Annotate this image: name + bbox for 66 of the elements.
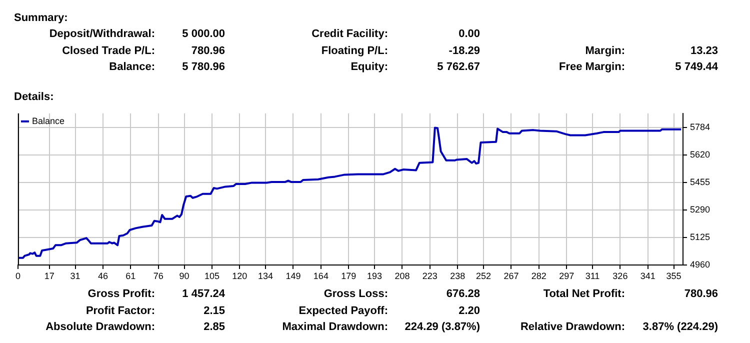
- text: 13.23: [690, 44, 718, 56]
- text: Equity:: [350, 61, 388, 73]
- x-tick-label: 341: [640, 270, 656, 281]
- text: 5 000.00: [182, 28, 225, 40]
- text: 676.28: [446, 288, 480, 300]
- chart-title: Details:: [14, 91, 54, 103]
- x-tick-label: 282: [531, 270, 546, 281]
- x-tick-label: 297: [559, 270, 574, 281]
- text: 0.00: [458, 28, 480, 40]
- y-tick-label: 5455: [690, 177, 710, 188]
- x-tick-label: 223: [422, 270, 438, 281]
- text: 1 457.24: [182, 288, 225, 300]
- x-tick-label: 0: [15, 270, 21, 281]
- text: 224.29 (3.87%): [404, 321, 480, 333]
- x-tick-label: 149: [286, 270, 301, 281]
- y-tick-label: 5125: [690, 232, 710, 242]
- x-tick-label: 31: [70, 270, 80, 281]
- x-tick-label: 179: [341, 270, 356, 281]
- x-tick-label: 46: [98, 270, 108, 281]
- legend-label: Balance: [32, 116, 65, 126]
- text: 780.96: [684, 288, 718, 300]
- text: 3.87% (224.29): [642, 321, 718, 333]
- text: Profit Factor:: [86, 304, 155, 316]
- x-tick-label: 267: [504, 270, 519, 281]
- text: Total Net Profit:: [543, 288, 625, 300]
- x-tick-label: 208: [394, 270, 410, 281]
- text: Credit Facility:: [312, 28, 388, 40]
- text: Floating P/L:: [321, 44, 388, 56]
- text: Maximal Drawdown:: [282, 321, 388, 333]
- text: 2.85: [204, 321, 225, 333]
- x-tick-label: 164: [313, 270, 328, 281]
- text: Deposit/Withdrawal:: [49, 28, 155, 40]
- text: 2.20: [458, 304, 480, 316]
- text: 5 780.96: [182, 61, 225, 73]
- text: Margin:: [585, 44, 625, 56]
- text: -18.29: [448, 44, 480, 56]
- text: 5 749.44: [675, 61, 718, 73]
- x-tick-label: 17: [44, 270, 54, 281]
- text: Gross Loss:: [324, 288, 388, 300]
- x-tick-label: 326: [612, 270, 628, 281]
- text: Absolute Drawdown:: [46, 321, 155, 333]
- text: 780.96: [191, 44, 225, 56]
- x-tick-label: 355: [666, 270, 682, 281]
- x-tick-label: 238: [450, 270, 466, 281]
- text: Balance:: [109, 61, 155, 73]
- y-tick-label: 5620: [690, 150, 710, 160]
- text: Expected Payoff:: [298, 304, 388, 316]
- text: Summary:: [14, 12, 68, 24]
- x-tick-label: 311: [585, 270, 600, 281]
- x-tick-label: 90: [179, 270, 190, 281]
- y-tick-label: 5290: [690, 204, 710, 215]
- x-tick-label: 134: [258, 270, 274, 281]
- text: Relative Drawdown:: [520, 321, 625, 333]
- text: Gross Profit:: [88, 288, 155, 300]
- x-tick-label: 193: [367, 270, 382, 281]
- x-tick-label: 105: [204, 270, 220, 281]
- text: 2.15: [204, 304, 225, 316]
- text: 5 762.67: [437, 61, 480, 73]
- x-tick-label: 76: [153, 270, 164, 281]
- x-tick-label: 61: [126, 270, 136, 281]
- y-tick-label: 5784: [690, 122, 710, 132]
- x-tick-label: 252: [476, 270, 492, 281]
- text: Closed Trade P/L:: [62, 44, 155, 56]
- y-tick-label: 4960: [690, 259, 710, 270]
- text: Free Margin:: [558, 61, 625, 73]
- x-tick-label: 120: [232, 270, 248, 281]
